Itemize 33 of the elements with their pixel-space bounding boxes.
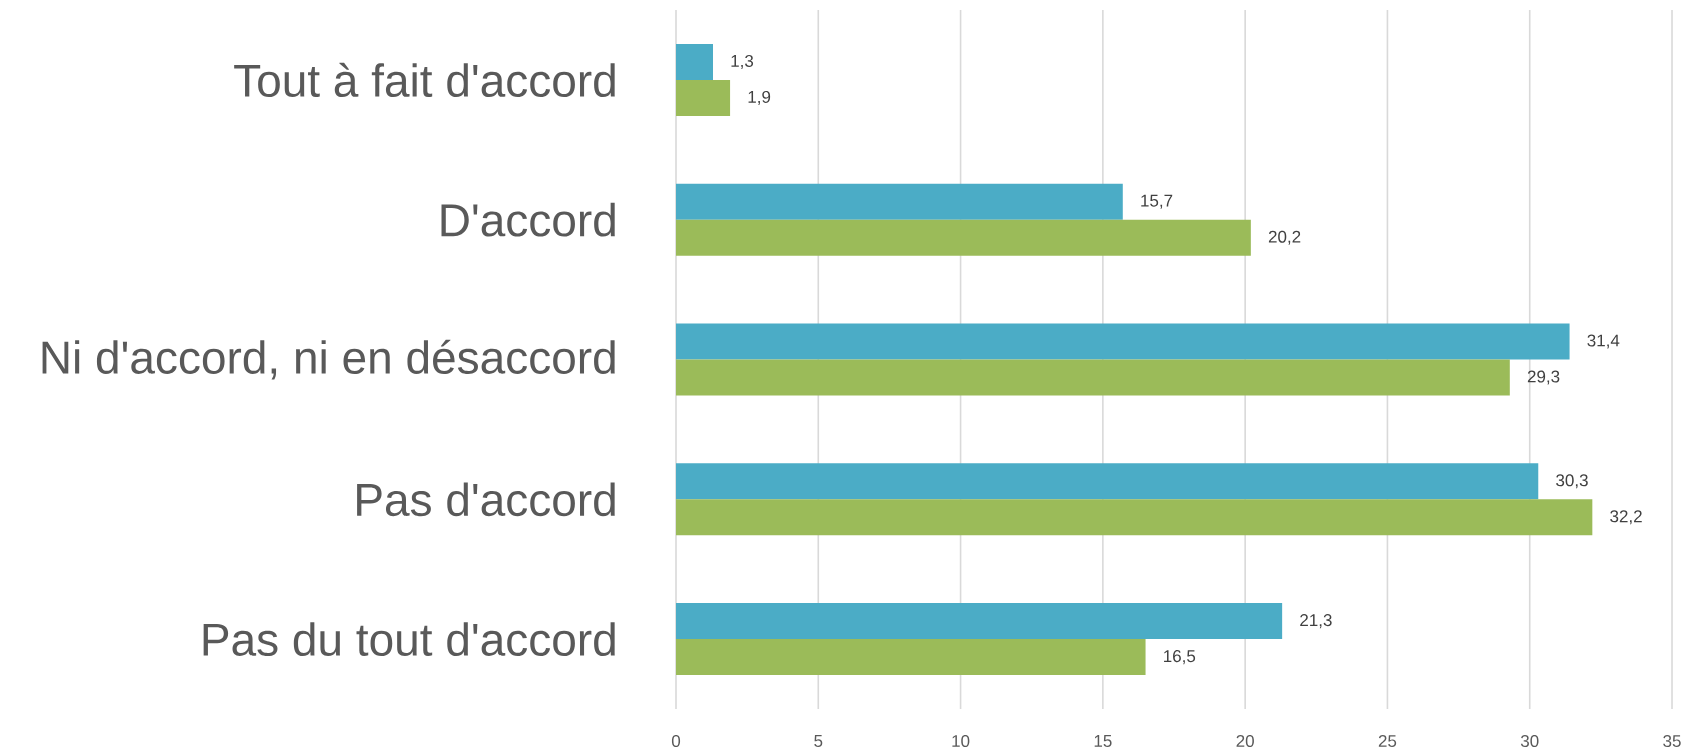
bar [676, 43, 713, 80]
x-tick-label: 20 [1236, 734, 1254, 748]
data-label: 1,9 [748, 90, 771, 105]
data-label: 16,5 [1164, 650, 1196, 665]
bar [676, 463, 1539, 500]
x-tick-label: 0 [671, 734, 681, 748]
data-label: 32,2 [1610, 510, 1642, 525]
y-tick-label: Pas du tout d'accord [203, 622, 615, 656]
y-tick-label: D'accord [441, 202, 615, 237]
y-tick-label: Pas d'accord [357, 482, 615, 517]
bar [676, 639, 1146, 676]
y-tick-label: Tout à fait d'accord [234, 62, 615, 98]
bar [676, 219, 1251, 256]
x-tick-label: 5 [814, 735, 823, 747]
bar [676, 183, 1123, 220]
bar [676, 359, 1510, 396]
data-label: 31,4 [1587, 334, 1620, 349]
x-tick-label: 35 [1663, 734, 1681, 748]
bar [676, 323, 1570, 360]
x-tick-label: 10 [952, 734, 970, 748]
data-label: 20,2 [1268, 230, 1301, 245]
data-label: 30,3 [1556, 474, 1588, 489]
bar [676, 79, 731, 116]
x-tick-label: 15 [1094, 735, 1112, 747]
data-label: 15,7 [1141, 194, 1173, 209]
data-label: 29,3 [1527, 370, 1560, 385]
data-label: 1,3 [731, 54, 754, 69]
data-label: 21,3 [1300, 614, 1332, 629]
bar [676, 499, 1593, 536]
y-tick-label: Ni d'accord, ni en désaccord [42, 339, 615, 380]
bar [676, 603, 1283, 640]
x-tick-label: 25 [1378, 734, 1397, 748]
x-tick-label: 30 [1520, 734, 1539, 748]
